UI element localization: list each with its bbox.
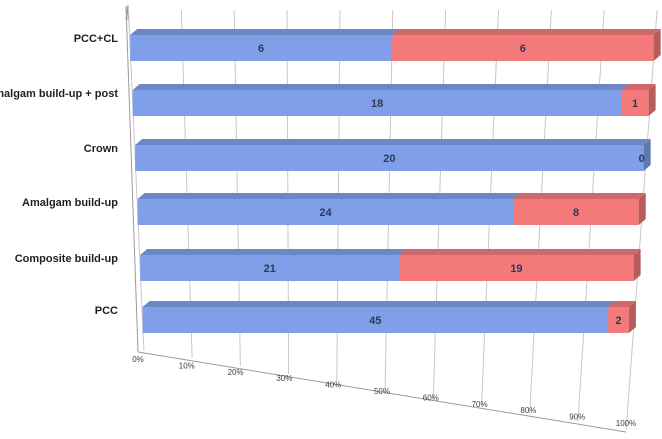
bar-red-5-end (628, 301, 636, 333)
category-label-5: PCC (95, 305, 118, 317)
bar-blue-2 (135, 139, 651, 171)
data-label-blue-2: 20 (383, 153, 395, 165)
x-tick-label-2: 20% (228, 368, 244, 377)
x-tick-label-6: 60% (423, 393, 439, 402)
bar-red-0-end (653, 29, 661, 61)
bar-red-0-top (391, 29, 661, 35)
bars: 6 6 18 1 20 0 24 8 21 19 45 2 (130, 29, 661, 333)
x-tick-label-0: 0% (132, 355, 144, 364)
gridline-0 (127, 9, 145, 351)
data-label-blue-3: 24 (319, 207, 332, 219)
x-tick-label-3: 30% (276, 374, 292, 383)
data-label-red-5: 2 (615, 315, 621, 327)
bar-blue-1-front (132, 90, 622, 116)
data-label-blue-1: 18 (371, 98, 383, 110)
bar-red-3 (513, 193, 646, 225)
bar-red-4-end (633, 249, 641, 281)
floor-edge (137, 351, 627, 433)
bar-blue-5 (142, 301, 616, 333)
bar-blue-5-top (142, 301, 616, 307)
bar-blue-1-top (132, 84, 629, 90)
bar-blue-3-top (137, 193, 521, 199)
bar-red-5 (608, 301, 636, 333)
bar-red-3-top (513, 193, 646, 199)
category-label-2: Crown (84, 143, 119, 155)
bar-blue-4-top (140, 249, 407, 255)
category-label-4: Composite build-up (15, 253, 119, 265)
bar-blue-5-front (142, 307, 609, 333)
bar-red-4-top (399, 249, 641, 255)
bar-red-1-top (621, 84, 656, 90)
bar-blue-3-front (137, 199, 514, 225)
x-tick-label-8: 80% (520, 406, 536, 415)
bar-blue-3 (137, 193, 521, 225)
category-label-0: PCC+CL (74, 33, 119, 45)
x-tick-label-4: 40% (325, 381, 341, 390)
category-labels: PCC+CL Amalgam build-up + post Crown Amalga… (0, 33, 118, 317)
x-tick-label-10: 100% (616, 419, 636, 428)
bar-blue-0-top (130, 29, 399, 35)
x-tick-label-7: 70% (472, 400, 488, 409)
x-tick-label-1: 10% (179, 361, 195, 370)
bar-blue-0 (130, 29, 399, 61)
bar-red-1 (621, 84, 656, 116)
chart-walls (125, 4, 627, 433)
bar-red-5-front (608, 307, 629, 333)
side-wall-line (125, 5, 139, 353)
category-label-3: Amalgam build-up (22, 197, 118, 209)
data-label-red-0: 6 (520, 43, 526, 55)
bar-blue-4-front (140, 255, 400, 281)
data-label-red-4: 19 (510, 263, 522, 275)
gridline-10 (180, 9, 193, 359)
bar-red-5-top (608, 301, 636, 307)
bar-red-3-front (513, 199, 639, 225)
bar-red-4-front (399, 255, 634, 281)
bar-red-1-end (648, 84, 656, 116)
bar-blue-0-front (130, 35, 392, 61)
bar-blue-2-end (643, 139, 651, 171)
x-tick-label-5: 50% (374, 387, 390, 396)
data-label-red-2: 0 (639, 153, 645, 165)
data-label-blue-0: 6 (258, 43, 264, 55)
data-label-blue-4: 21 (264, 263, 276, 275)
bar-blue-2-front (135, 145, 644, 171)
x-tick-labels: 0% 10% 20% 30% 40% 50% 60% 70% 80% 90% 100% (132, 355, 636, 428)
data-label-red-1: 1 (632, 98, 638, 110)
x-tick-label-9: 90% (569, 413, 585, 422)
bar-red-0-front (391, 35, 654, 61)
bar-red-4 (399, 249, 641, 281)
bar-red-3-end (638, 193, 646, 225)
bar-blue-1 (132, 84, 629, 116)
data-label-red-3: 8 (573, 207, 579, 219)
bar-red-1-front (621, 90, 649, 116)
data-label-blue-5: 45 (369, 315, 381, 327)
bar-blue-2-top (135, 139, 651, 145)
category-label-1: Amalgam build-up + post (0, 88, 118, 100)
bar-red-0 (391, 29, 661, 61)
